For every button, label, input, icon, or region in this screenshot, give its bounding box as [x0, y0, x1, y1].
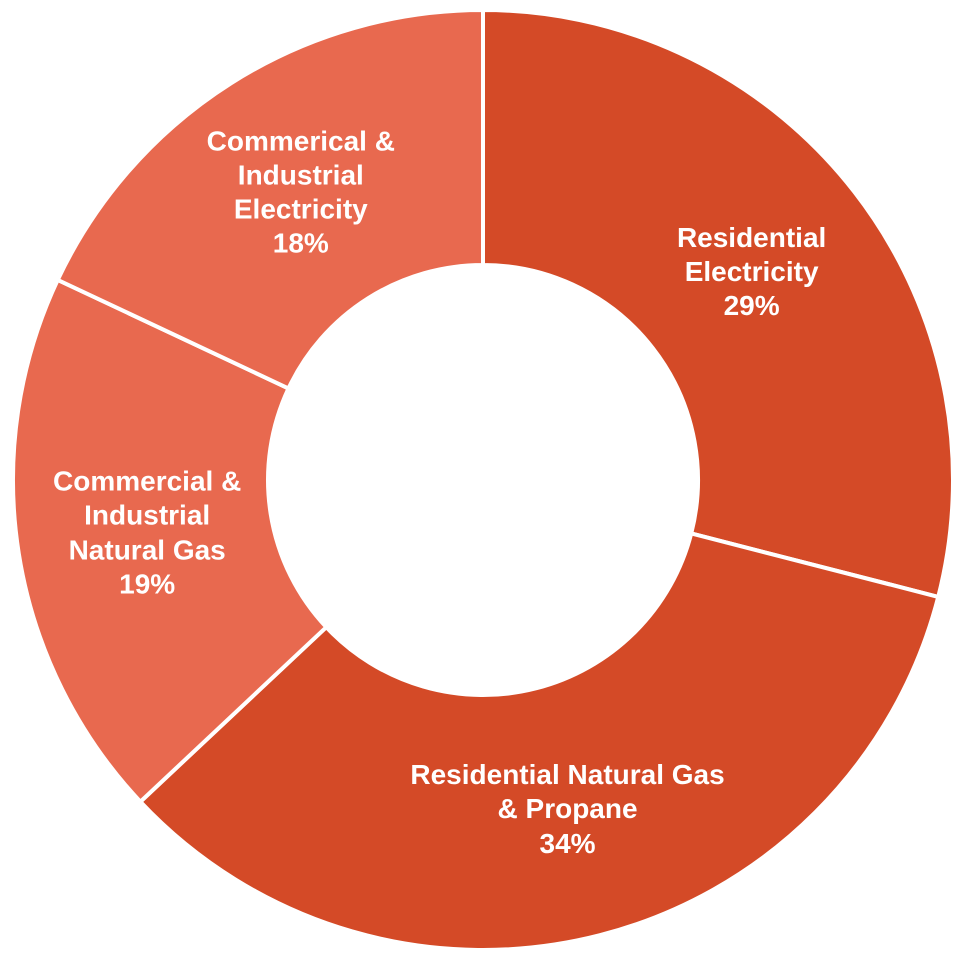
category-label: Commercial & Industrial Natural Gas: [53, 465, 242, 566]
category-label: Residential Electricity: [676, 221, 827, 287]
category-label: Commerical & Industrial Electricity: [206, 125, 395, 225]
value-label: 18%: [272, 228, 329, 260]
donut-slice: [55, 7, 485, 392]
slice-label: Residential Electricity 29%: [647, 220, 857, 322]
slice-label: Residential Natural Gas & Propane 34%: [403, 758, 733, 860]
slice-label: Commercial & Industrial Natural Gas 19%: [42, 465, 252, 602]
donut-slice: [481, 7, 955, 600]
donut-slice: [11, 277, 330, 805]
donut-slice: [137, 531, 941, 952]
value-label: 19%: [119, 568, 176, 600]
value-label: 34%: [539, 827, 596, 859]
value-label: 29%: [723, 289, 780, 321]
slice-label: Commerical & Industrial Electricity 18%: [196, 125, 406, 262]
category-label: Residential Natural Gas & Propane: [410, 759, 725, 825]
